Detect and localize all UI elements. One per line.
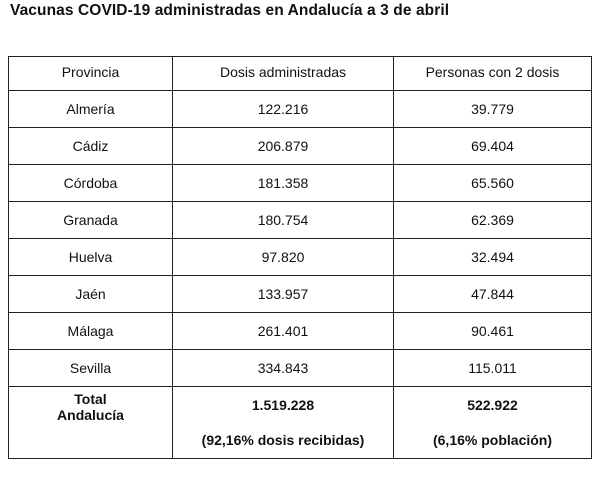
table-row: Almería 122.216 39.779	[8, 90, 592, 128]
cell-personas: 39.779	[393, 90, 592, 128]
table-row: Cádiz 206.879 69.404	[8, 127, 592, 165]
cell-dosis: 261.401	[172, 312, 394, 350]
cell-dosis: 334.843	[172, 349, 394, 387]
table-row: Córdoba 181.358 65.560	[8, 164, 592, 202]
cell-provincia: Huelva	[8, 238, 173, 276]
table-row: Huelva 97.820 32.494	[8, 238, 592, 276]
header-dosis: Dosis administradas	[172, 56, 394, 91]
total-personas-cell: 522.922 (6,16% población)	[393, 386, 592, 459]
cell-dosis: 122.216	[172, 90, 394, 128]
total-dosis-cell: 1.519.228 (92,16% dosis recibidas)	[172, 386, 394, 459]
total-personas-note: (6,16% población)	[432, 432, 553, 448]
cell-personas: 65.560	[393, 164, 592, 202]
cell-provincia: Almería	[8, 90, 173, 128]
cell-dosis: 206.879	[172, 127, 394, 165]
cell-provincia: Sevilla	[8, 349, 173, 387]
cell-personas: 47.844	[393, 275, 592, 313]
cell-dosis: 180.754	[172, 201, 394, 239]
total-label-line2: Andalucía	[57, 407, 124, 423]
cell-dosis: 181.358	[172, 164, 394, 202]
cell-provincia: Jaén	[8, 275, 173, 313]
total-personas: 522.922	[467, 397, 518, 413]
cell-personas: 32.494	[393, 238, 592, 276]
vaccination-table: Provincia Dosis administradas Personas c…	[8, 56, 592, 459]
table-row: Granada 180.754 62.369	[8, 201, 592, 239]
cell-personas: 90.461	[393, 312, 592, 350]
table-row: Málaga 261.401 90.461	[8, 312, 592, 350]
cell-provincia: Cádiz	[8, 127, 173, 165]
cell-personas: 62.369	[393, 201, 592, 239]
total-provincia-cell: Total Andalucía	[8, 386, 173, 459]
page-title: Vacunas COVID-19 administradas en Andalu…	[10, 2, 450, 19]
total-dosis: 1.519.228	[251, 397, 315, 413]
total-dosis-note: (92,16% dosis recibidas)	[201, 432, 365, 448]
table-header-row: Provincia Dosis administradas Personas c…	[8, 56, 592, 91]
header-personas: Personas con 2 dosis	[393, 56, 592, 91]
table-row: Jaén 133.957 47.844	[8, 275, 592, 313]
total-row: Total Andalucía 1.519.228 (92,16% dosis …	[8, 386, 592, 459]
cell-provincia: Granada	[8, 201, 173, 239]
cell-provincia: Córdoba	[8, 164, 173, 202]
cell-personas: 115.011	[393, 349, 592, 387]
header-provincia: Provincia	[8, 56, 173, 91]
total-label-line1: Total	[74, 391, 107, 407]
cell-provincia: Málaga	[8, 312, 173, 350]
cell-personas: 69.404	[393, 127, 592, 165]
table-row: Sevilla 334.843 115.011	[8, 349, 592, 387]
cell-dosis: 133.957	[172, 275, 394, 313]
cell-dosis: 97.820	[172, 238, 394, 276]
